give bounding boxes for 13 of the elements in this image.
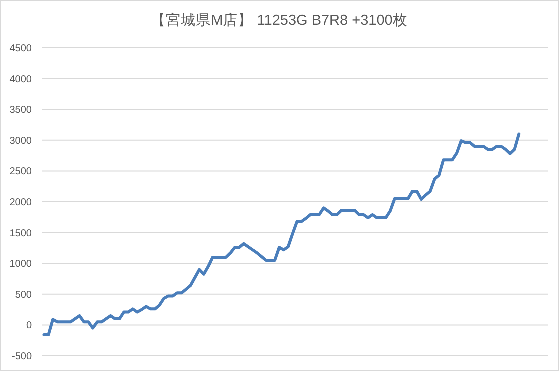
- y-tick-label: 4000: [10, 74, 32, 86]
- y-tick-label: 3500: [10, 105, 32, 116]
- y-tick-label: 2500: [10, 166, 32, 178]
- y-tick-label: 4500: [10, 44, 32, 54]
- y-tick-label: -500: [12, 352, 32, 362]
- y-tick-label: 500: [15, 290, 32, 301]
- chart-title: 【宮城県M店】 11253G B7R8 +3100枚: [151, 12, 408, 29]
- line-series: [42, 132, 521, 337]
- y-tick-label: 2000: [10, 198, 32, 208]
- y-tick-label: 0: [26, 320, 32, 332]
- y-tick-label: 1000: [10, 259, 32, 270]
- y-tick-label: 3000: [10, 136, 32, 147]
- y-tick-label: 1500: [10, 228, 32, 240]
